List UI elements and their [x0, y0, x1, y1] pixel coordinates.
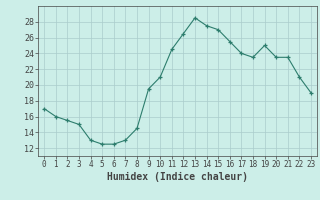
X-axis label: Humidex (Indice chaleur): Humidex (Indice chaleur) — [107, 172, 248, 182]
